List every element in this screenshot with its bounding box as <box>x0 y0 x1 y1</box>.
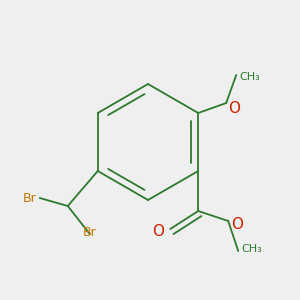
Text: CH₃: CH₃ <box>239 72 260 82</box>
Text: O: O <box>228 101 240 116</box>
Text: O: O <box>152 224 164 238</box>
Text: Br: Br <box>83 226 97 239</box>
Text: CH₃: CH₃ <box>241 244 262 254</box>
Text: Br: Br <box>23 191 37 205</box>
Text: O: O <box>231 217 243 232</box>
